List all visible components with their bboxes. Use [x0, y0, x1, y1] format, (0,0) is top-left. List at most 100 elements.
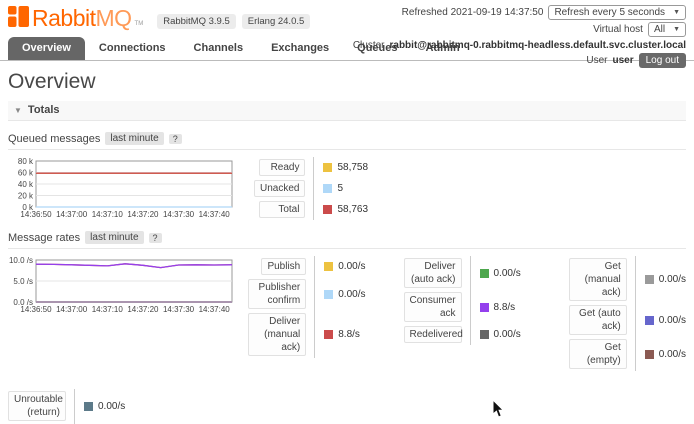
total-value: 58,763 [337, 204, 369, 215]
cluster-label: Cluster [352, 40, 385, 51]
erlang-version-badge: Erlang 24.0.5 [241, 14, 311, 29]
rabbitmq-version-badge: RabbitMQ 3.9.5 [157, 14, 236, 29]
tab-channels[interactable]: Channels [193, 42, 244, 54]
legend-label-publisher-confirm: Publisher confirm [248, 279, 307, 309]
user-label: User [586, 55, 608, 66]
header: RabbitMQ TM RabbitMQ 3.9.5 Erlang 24.0.5… [0, 0, 694, 68]
svg-text:40 k: 40 k [18, 180, 34, 189]
svg-text:60 k: 60 k [18, 169, 34, 178]
trademark: TM [134, 21, 144, 27]
logout-button[interactable]: Log out [638, 53, 686, 68]
mouse-cursor [492, 399, 505, 418]
message-rates-title-row: Message rates last minute ? [8, 231, 686, 249]
deliver-auto-rate: 0.00/s [493, 267, 521, 279]
rates-period-badge[interactable]: last minute [85, 231, 144, 244]
get-empty-swatch [644, 349, 654, 359]
publisher-confirm-swatch [324, 289, 334, 299]
virtual-host-select[interactable]: All ▼ [647, 22, 686, 37]
svg-text:14:37:10: 14:37:10 [92, 210, 124, 219]
svg-text:80 k: 80 k [18, 157, 34, 166]
deliver-manual-swatch [324, 330, 334, 339]
svg-text:14:37:40: 14:37:40 [199, 305, 231, 314]
cluster-name: rabbit@rabbitmq-0.rabbitmq-headless.defa… [389, 40, 687, 51]
queued-messages-title: Queued messages [8, 132, 101, 145]
unacked-value: 5 [337, 183, 344, 194]
refresh-interval-select[interactable]: Refresh every 5 seconds ▼ [548, 5, 686, 20]
legend-label-total: Total [259, 201, 306, 218]
legend-label-get-empty: Get (empty) [568, 339, 627, 369]
chevron-down-icon: ▼ [673, 26, 680, 33]
virtual-host-label: Virtual host [593, 24, 643, 35]
queued-legend: Ready 58,758 Unacked 5 Total 58,763 [254, 157, 368, 220]
deliver-manual-rate: 8.8/s [338, 329, 360, 340]
tab-admin[interactable]: Admin [425, 42, 460, 54]
svg-text:10.0 /s: 10.0 /s [9, 256, 33, 265]
legend-label-publish: Publish [261, 258, 307, 275]
svg-text:5.0 /s: 5.0 /s [13, 277, 33, 286]
svg-text:14:37:10: 14:37:10 [92, 305, 124, 314]
legend-label-redelivered: Redelivered [403, 326, 463, 343]
user-name: user [612, 55, 634, 66]
legend-label-deliver-auto: Deliver (auto ack) [403, 258, 462, 288]
get-auto-swatch [644, 315, 654, 325]
redelivered-rate: 0.00/s [493, 329, 521, 340]
tab-connections[interactable]: Connections [98, 42, 166, 54]
publish-swatch [324, 262, 334, 271]
message-rates-chart: 10.0 /s 5.0 /s 0.0 /s14:36:50 14:37:00 14:37… [9, 256, 233, 314]
consumer-ack-rate: 8.8/s [493, 301, 516, 313]
legend-label-get-manual: Get (manual ack) [568, 258, 627, 301]
redelivered-swatch [479, 330, 489, 339]
message-rates-title: Message rates [8, 231, 81, 244]
main-content: Overview ▼ Totals Queued messages last m… [0, 70, 694, 424]
queued-messages-title-row: Queued messages last minute ? [8, 132, 686, 150]
queued-messages-chart: 80 k 60 k 40 k 20 k 0 k14:36:50 14:37:00 14:37… [18, 157, 233, 219]
unroutable-return-rate: 0.00/s [98, 400, 126, 412]
svg-text:0.0 /s: 0.0 /s [13, 298, 33, 307]
refreshed-timestamp: Refreshed 2021-09-19 14:37:50 [401, 7, 544, 18]
rabbitmq-logo-icon [8, 6, 29, 30]
page-title: Overview [8, 70, 96, 93]
legend-label-unacked: Unacked [254, 180, 306, 197]
get-auto-rate: 0.00/s [658, 314, 686, 326]
get-empty-rate: 0.00/s [658, 348, 686, 360]
rates-legend-col1: Publish 0.00/s Publisher confirm 0.00/s … [248, 256, 366, 358]
svg-text:14:36:50: 14:36:50 [20, 210, 52, 219]
ready-swatch [323, 163, 333, 172]
collapse-triangle-icon: ▼ [14, 105, 22, 115]
svg-text:0 k: 0 k [22, 203, 34, 212]
publisher-confirm-rate: 0.00/s [338, 288, 366, 300]
rabbitmq-logo[interactable]: RabbitMQ TM [8, 6, 143, 30]
svg-text:14:37:00: 14:37:00 [56, 210, 88, 219]
svg-text:14:36:50: 14:36:50 [20, 305, 52, 314]
brand-text: RabbitMQ [32, 4, 132, 31]
consumer-ack-swatch [479, 302, 489, 312]
deliver-auto-swatch [479, 268, 489, 278]
legend-label-get-auto: Get (auto ack) [568, 305, 627, 335]
total-swatch [323, 205, 333, 214]
svg-text:14:37:40: 14:37:40 [199, 210, 231, 219]
svg-text:14:37:00: 14:37:00 [56, 305, 88, 314]
tab-exchanges[interactable]: Exchanges [271, 42, 330, 54]
unacked-swatch [323, 184, 333, 193]
tab-overview[interactable]: Overview [8, 37, 85, 60]
legend-label-unroutable-return: Unroutable (return) [8, 391, 66, 421]
queued-period-badge[interactable]: last minute [105, 132, 164, 145]
rates-legend-col2: Deliver (auto ack) 0.00/s Consumer ack 8… [403, 256, 521, 345]
get-manual-rate: 0.00/s [658, 274, 686, 285]
chevron-down-icon: ▼ [673, 9, 680, 16]
svg-text:14:37:20: 14:37:20 [127, 210, 159, 219]
rates-legend-col3: Get (manual ack) 0.00/s Get (auto ack) 0… [568, 256, 686, 371]
tab-queues[interactable]: Queues [357, 42, 398, 54]
totals-section-header[interactable]: ▼ Totals [8, 101, 686, 121]
nav-tabs: Overview Connections Channels Exchanges … [8, 37, 686, 60]
rates-legend-extra: Unroutable (return) 0.00/s Unroutable (d… [8, 389, 686, 424]
svg-text:14:37:30: 14:37:30 [163, 305, 195, 314]
legend-label-deliver-manual: Deliver (manual ack) [248, 313, 307, 356]
svg-text:14:37:20: 14:37:20 [127, 305, 159, 314]
rates-help-icon[interactable]: ? [148, 232, 162, 243]
svg-text:14:37:30: 14:37:30 [163, 210, 195, 219]
get-manual-swatch [644, 275, 654, 284]
queued-help-icon[interactable]: ? [168, 133, 182, 144]
svg-text:20 k: 20 k [18, 192, 34, 201]
ready-value: 58,758 [337, 162, 369, 173]
